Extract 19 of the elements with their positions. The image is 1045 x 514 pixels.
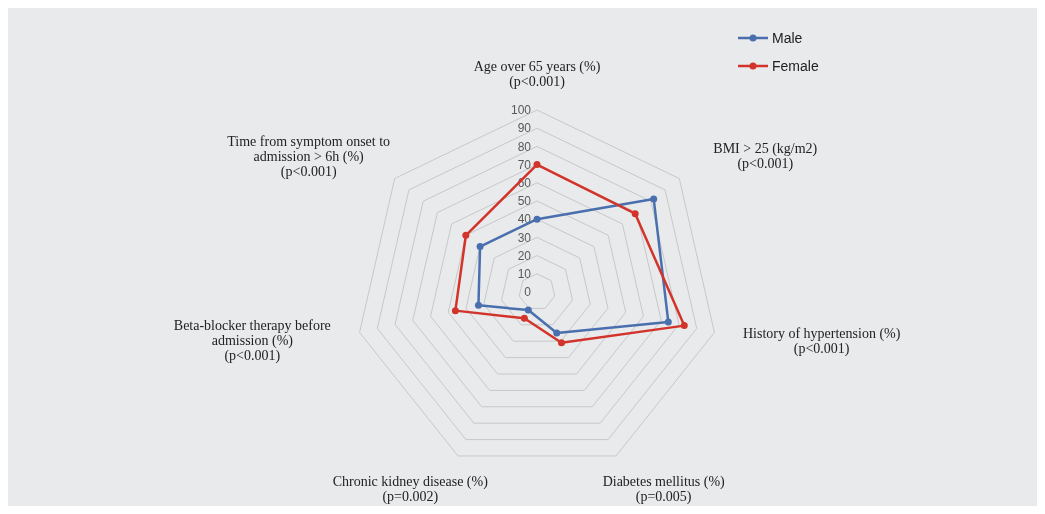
y-tick-label: 50	[517, 194, 532, 209]
y-tick-label: 40	[517, 212, 532, 227]
legend-label: Male	[772, 29, 803, 46]
legend-label: Female	[772, 57, 819, 74]
y-tick-label: 30	[517, 230, 532, 245]
spoke-label: BMI > 25 (kg/m2) (p<0.001)	[713, 141, 818, 173]
y-tick-label: 80	[517, 139, 532, 154]
y-tick-label: 20	[517, 248, 532, 263]
spoke-label: Age over 65 years (%) (p<0.001)	[473, 59, 601, 91]
spoke-label: Chronic kidney disease (%) (p=0.002)	[332, 473, 489, 505]
y-tick-label: 90	[517, 121, 532, 136]
spoke-label: Diabetes mellitus (%) (p=0.005)	[602, 473, 726, 505]
spoke-label: Beta-blocker therapy before admission (%) (p<0.001)	[173, 318, 331, 365]
y-tick-label: 10	[517, 267, 532, 281]
y-tick-label: 100	[510, 103, 532, 118]
spoke-label: History of hypertension (%) (p<0.001)	[742, 325, 901, 357]
y-tick-label: 0	[524, 285, 532, 300]
y-tick-label: 70	[517, 157, 532, 172]
spoke-label: Time from symptom onset to admission > 6h (%) (p<0.001)	[227, 133, 391, 180]
